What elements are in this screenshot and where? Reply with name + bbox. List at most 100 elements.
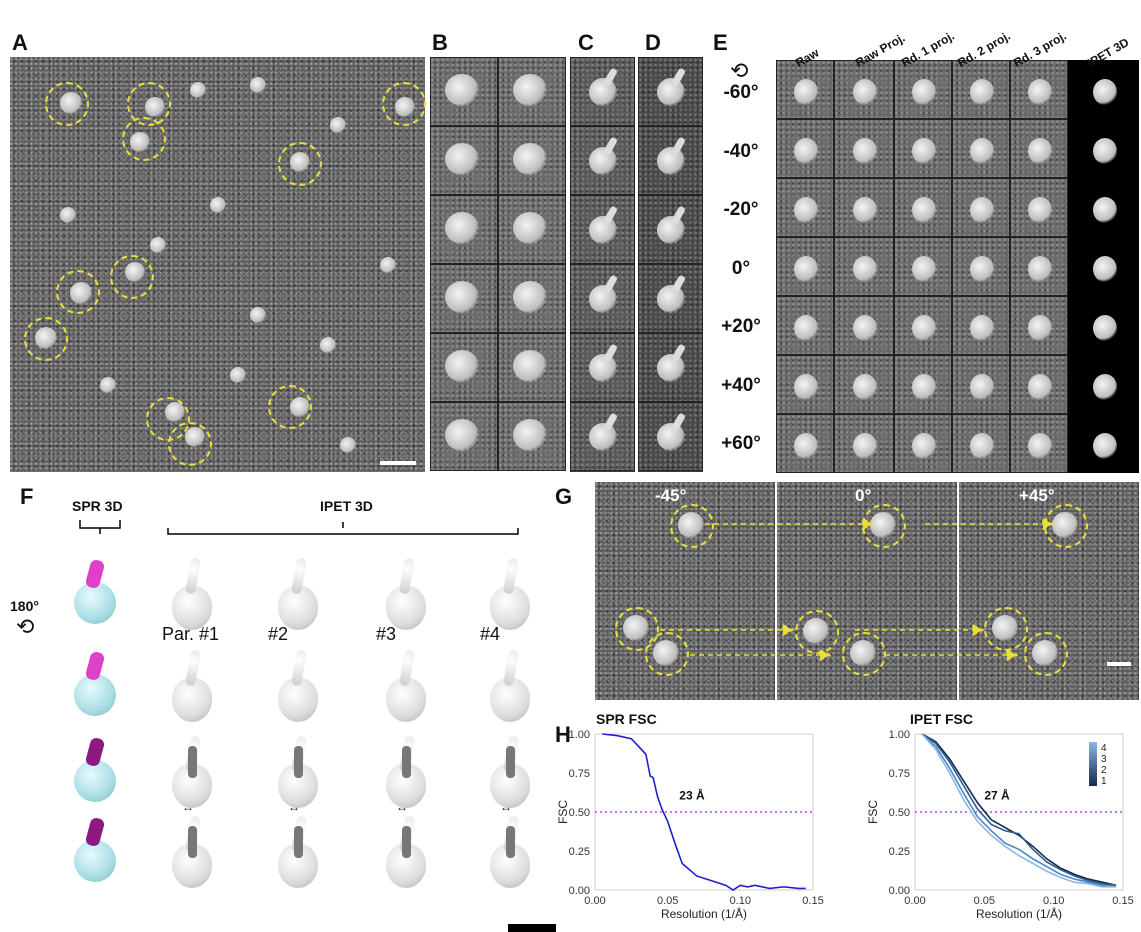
x-tick-label: 0.05 bbox=[657, 895, 678, 907]
ipet-3d-tile bbox=[1068, 237, 1139, 296]
particle-crop bbox=[430, 264, 498, 333]
spr-3d-label: SPR 3D bbox=[72, 498, 123, 514]
legend-entry: 3 bbox=[1101, 754, 1107, 765]
reprojection bbox=[638, 333, 703, 402]
y-tick-label: 0.25 bbox=[569, 846, 590, 858]
series-line bbox=[921, 733, 1117, 887]
particle-crop bbox=[498, 264, 566, 333]
ipet-3d-model bbox=[170, 649, 214, 724]
projection-tile bbox=[776, 237, 834, 296]
class-average bbox=[570, 126, 635, 195]
rotation-icon: ⟲ bbox=[730, 58, 749, 83]
particle-circle bbox=[670, 504, 714, 548]
panel-d-column bbox=[638, 57, 703, 472]
particle-circle bbox=[168, 422, 212, 466]
panel-label-d: D bbox=[645, 30, 661, 55]
projection-tile bbox=[894, 237, 952, 296]
panel-label-b: B bbox=[432, 30, 448, 55]
x-tick-label: 0.10 bbox=[730, 895, 751, 907]
spr-3d-model bbox=[70, 650, 120, 718]
ipet-fsc-chart: 0.00 0.25 0.50 0.75 1.00 0.00 0.05 0.10 0.15 Reso… bbox=[866, 729, 1134, 921]
rotation-180-label: 180° bbox=[10, 598, 39, 614]
ipet-3d-label: IPET 3D bbox=[320, 498, 373, 514]
tilt-angle-label: -20° bbox=[723, 199, 759, 220]
legend-entry: 1 bbox=[1101, 776, 1107, 787]
particle-circle bbox=[382, 82, 426, 126]
scale-bar bbox=[1107, 662, 1131, 666]
tracking-arrows bbox=[660, 517, 1055, 662]
series-line bbox=[921, 733, 1117, 888]
particle-circle bbox=[1024, 632, 1068, 676]
projection-tile bbox=[952, 178, 1010, 237]
model-label: #3 bbox=[376, 624, 397, 644]
projection-tile bbox=[952, 119, 1010, 178]
particle-circle bbox=[122, 117, 166, 161]
projection-tile bbox=[894, 119, 952, 178]
projection-tile bbox=[952, 414, 1010, 473]
tilt-image: +45° bbox=[959, 482, 1139, 700]
projection-tile bbox=[1010, 237, 1068, 296]
projection-tile bbox=[776, 60, 834, 119]
ipet-3d-model bbox=[276, 649, 320, 724]
model-label: #2 bbox=[268, 624, 289, 644]
class-average bbox=[570, 195, 635, 264]
tilt-angle-label: +40° bbox=[721, 374, 761, 396]
ipet-3d-tile bbox=[1068, 296, 1139, 355]
ipet-3d-model: ↔ bbox=[276, 800, 320, 890]
ipet-3d-model bbox=[384, 649, 428, 724]
particle-crop bbox=[498, 195, 566, 264]
projection-tile bbox=[776, 414, 834, 473]
projection-tile bbox=[834, 296, 894, 355]
projection-tile bbox=[776, 178, 834, 237]
legend-entry: 4 bbox=[1101, 743, 1107, 754]
tilt-image: 0° bbox=[777, 482, 957, 700]
panel-b-grid bbox=[430, 57, 566, 472]
tilt-image: -45° bbox=[595, 482, 775, 700]
projection-tile bbox=[834, 60, 894, 119]
projection-tile bbox=[1010, 60, 1068, 119]
y-tick-label: 1.00 bbox=[889, 729, 910, 741]
reprojection bbox=[638, 264, 703, 333]
model-label: #4 bbox=[480, 624, 501, 644]
particle-crop bbox=[430, 126, 498, 195]
spr-3d-model bbox=[70, 736, 120, 804]
particle-crop bbox=[498, 57, 566, 126]
model-label: Par. #1 bbox=[162, 624, 220, 644]
x-axis-label: Resolution (1/Å) bbox=[976, 906, 1062, 921]
y-tick-label: 0.75 bbox=[889, 768, 910, 780]
tilt-angle-label: 0° bbox=[731, 257, 751, 279]
particle-circle bbox=[45, 82, 89, 126]
tilt-angle-label: -40° bbox=[723, 140, 759, 162]
panel-g: -45° 0° +45° bbox=[595, 482, 1140, 700]
projection-tile bbox=[1010, 119, 1068, 178]
projection-tile bbox=[952, 60, 1010, 119]
y-tick-label: 0.00 bbox=[889, 885, 910, 897]
particle-circle bbox=[268, 385, 312, 429]
particle-circle bbox=[24, 317, 68, 361]
chart-title-ipet: IPET FSC bbox=[910, 711, 974, 727]
class-average bbox=[570, 402, 635, 471]
panel-label-e: E bbox=[713, 30, 728, 55]
ipet-3d-tile bbox=[1068, 119, 1139, 178]
spr-3d-model bbox=[70, 558, 120, 626]
tilt-angle-label: -60° bbox=[723, 82, 759, 103]
scale-bar bbox=[380, 461, 416, 465]
x-tick-label: 0.05 bbox=[974, 895, 995, 907]
ipet-3d-model bbox=[170, 735, 214, 810]
particle-crop bbox=[498, 126, 566, 195]
series-line bbox=[921, 733, 1117, 887]
ipet-3d-model bbox=[384, 735, 428, 810]
particle-circle bbox=[278, 142, 322, 186]
ipet-3d-model bbox=[488, 649, 532, 724]
x-tick-label: 0.15 bbox=[802, 895, 823, 907]
ipet-3d-tile bbox=[1068, 60, 1139, 119]
projection-tile bbox=[776, 355, 834, 414]
ipet-3d-model bbox=[170, 557, 214, 632]
legend-entry: 2 bbox=[1101, 765, 1107, 776]
x-tick-label: 0.00 bbox=[904, 895, 925, 907]
ipet-3d-tile bbox=[1068, 414, 1139, 473]
panel-label-h: H bbox=[555, 722, 571, 747]
particle-circle bbox=[56, 270, 100, 314]
reprojection bbox=[638, 195, 703, 264]
